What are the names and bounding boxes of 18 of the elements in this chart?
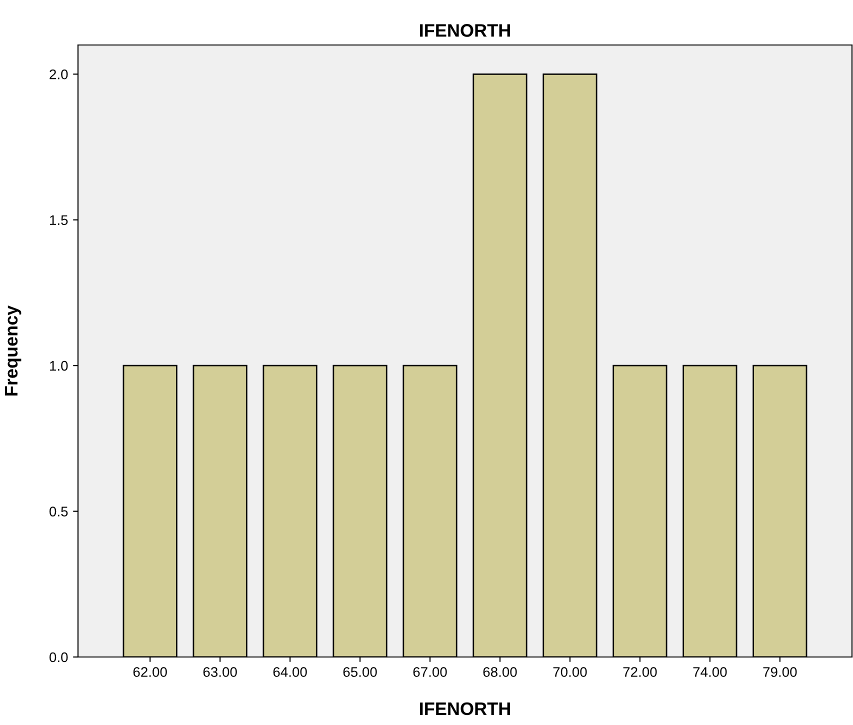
y-tick-label: 0.0 (50, 652, 68, 662)
chart-title: IFENORTH (420, 24, 510, 37)
x-tick-label: 67.00 (413, 667, 447, 677)
x-axis-title: IFENORTH (420, 702, 510, 716)
y-tick-label: 0.5 (50, 506, 68, 516)
y-axis-title: Frequency (5, 305, 22, 396)
x-tick-label: 68.00 (483, 667, 517, 677)
y-tick-label: 1.0 (50, 360, 68, 371)
y-tick-label: 2.0 (50, 69, 68, 80)
x-tick-label: 70.00 (553, 667, 587, 677)
x-tick-label: 74.00 (693, 667, 727, 677)
x-tick-label: 64.00 (273, 667, 307, 677)
x-tick-label: 63.00 (203, 667, 237, 677)
x-tick-label: 62.00 (133, 667, 167, 677)
x-tick-label: 65.00 (343, 667, 377, 677)
x-tick-label: 79.00 (763, 667, 797, 677)
y-tick-label: 1.5 (50, 215, 68, 226)
x-tick-label: 72.00 (623, 667, 657, 677)
